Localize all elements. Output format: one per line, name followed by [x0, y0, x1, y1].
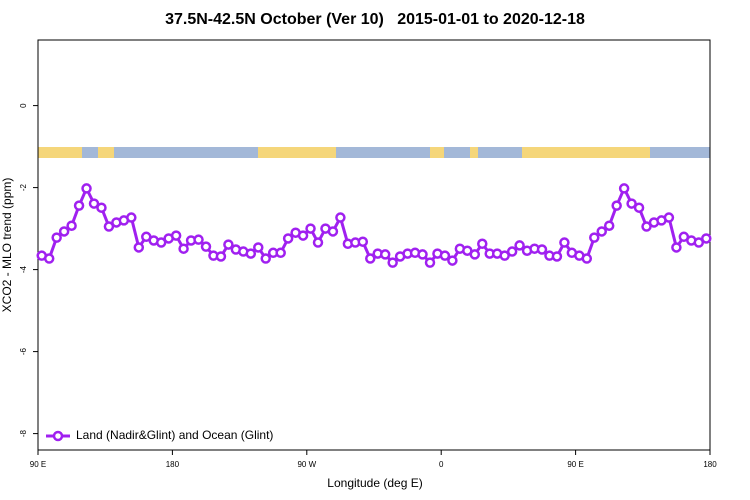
- data-point: [260, 253, 271, 264]
- data-point: [379, 249, 391, 260]
- data-point: [193, 234, 204, 245]
- data-point: [66, 220, 77, 231]
- data-point: [439, 250, 451, 261]
- land-ocean-strip: [38, 147, 710, 158]
- data-point: [103, 221, 115, 232]
- data-point: [357, 236, 369, 247]
- data-point: [51, 232, 62, 243]
- data-point: [693, 237, 705, 248]
- land-band: [470, 147, 478, 158]
- data-point: [297, 230, 309, 241]
- data-point: [417, 249, 428, 260]
- land-band: [258, 147, 336, 158]
- x-tick-label: 90 E: [567, 460, 583, 469]
- data-point: [73, 200, 85, 211]
- data-point: [275, 247, 286, 259]
- data-point: [327, 226, 339, 237]
- data-point: [88, 198, 100, 209]
- data-point: [43, 253, 55, 264]
- data-point: [581, 253, 593, 264]
- data-point: [633, 202, 645, 213]
- data-point: [424, 257, 436, 268]
- data-point: [611, 200, 622, 211]
- x-axis-label: Longitude (deg E): [327, 476, 422, 490]
- data-point: [223, 239, 234, 250]
- data-point: [282, 233, 294, 244]
- data-point: [96, 202, 107, 213]
- data-point: [701, 233, 712, 244]
- ocean-band: [38, 147, 710, 158]
- data-point: [200, 241, 212, 252]
- y-tick-label: -8: [19, 429, 28, 437]
- data-point: [506, 246, 518, 257]
- data-point: [133, 242, 145, 253]
- data-point: [536, 244, 548, 255]
- data-point: [387, 257, 398, 268]
- x-tick-label: 90 W: [297, 460, 316, 469]
- data-point: [514, 240, 525, 251]
- data-point: [335, 212, 346, 223]
- data-point: [596, 226, 607, 237]
- data-point: [641, 221, 652, 232]
- x-tick-label: 180: [703, 460, 717, 469]
- data-point: [469, 249, 481, 260]
- data-point: [499, 250, 510, 261]
- x-tick-label: 90 E: [30, 460, 46, 469]
- legend-label: Land (Nadir&Glint) and Ocean (Glint): [76, 428, 273, 442]
- plot-frame: [37, 39, 711, 451]
- data-point: [215, 251, 227, 262]
- y-tick-label: 0: [19, 103, 28, 108]
- data-point: [626, 198, 637, 209]
- y-tick-label: -6: [19, 347, 28, 355]
- data-point: [126, 212, 137, 223]
- data-point: [81, 183, 92, 194]
- data-point: [178, 243, 189, 254]
- land-band: [98, 147, 114, 158]
- data-point: [603, 220, 615, 231]
- data-point: [559, 237, 570, 248]
- data-point: [589, 232, 600, 243]
- y-axis-label: XCO2 - MLO trend (ppm): [0, 178, 14, 313]
- data-point: [170, 230, 182, 241]
- data-point: [365, 253, 376, 264]
- data-point: [477, 238, 488, 250]
- x-tick-label: 180: [166, 460, 180, 469]
- data-point: [312, 237, 324, 248]
- legend-marker: [52, 430, 64, 442]
- land-band: [38, 147, 82, 158]
- data-point: [447, 255, 458, 266]
- data-point: [618, 183, 630, 194]
- data-point: [663, 212, 675, 223]
- data-point: [671, 242, 682, 253]
- y-tick-label: -4: [19, 265, 28, 273]
- data-point: [245, 248, 257, 259]
- data-point: [58, 226, 70, 237]
- x-tick-label: 0: [439, 460, 444, 469]
- data-point: [551, 251, 563, 262]
- y-tick-label: -2: [19, 183, 28, 191]
- data-point: [155, 237, 167, 248]
- land-band: [430, 147, 444, 158]
- data-point: [253, 242, 264, 253]
- chart-title: 37.5N-42.5N October (Ver 10) 2015-01-01 …: [165, 11, 585, 28]
- data-point: [305, 223, 316, 234]
- land-band: [522, 147, 650, 158]
